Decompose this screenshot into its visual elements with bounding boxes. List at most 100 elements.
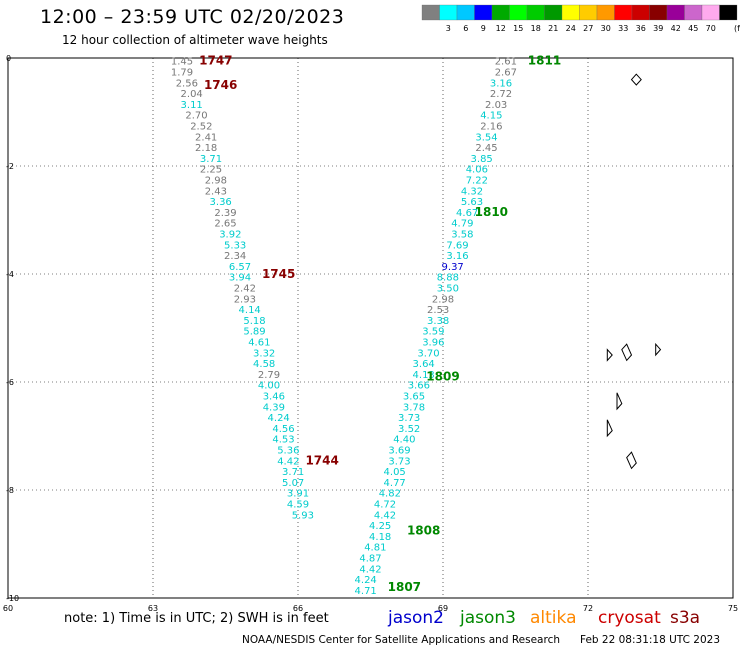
grid-lines <box>8 58 733 598</box>
swh-value: 4.13 <box>413 370 435 381</box>
swh-value: 3.73 <box>398 413 420 424</box>
swh-value: 4.06 <box>466 165 488 176</box>
legend-bin-label: 30 <box>601 24 611 33</box>
legend-bin-label: 33 <box>618 24 628 33</box>
swh-value: 3.11 <box>181 100 203 111</box>
swh-value: 2.04 <box>181 89 203 100</box>
y-tick-label: -8 <box>6 486 14 495</box>
swh-value: 5.07 <box>282 478 304 489</box>
swh-value: 2.43 <box>205 186 227 197</box>
swh-value: 3.58 <box>451 230 473 241</box>
swh-value: 5.63 <box>461 197 483 208</box>
swh-value: 4.24 <box>355 575 377 586</box>
swh-value: 2.98 <box>205 176 227 187</box>
legend-bin-label: 12 <box>496 24 506 33</box>
land-outlines <box>606 73 662 470</box>
swh-value: 2.16 <box>480 122 502 133</box>
swh-value: 5.36 <box>277 446 299 457</box>
island-outline <box>626 451 637 470</box>
swh-value: 3.78 <box>403 402 425 413</box>
legend-swatch <box>684 4 703 21</box>
pass-time-label: 1747 <box>199 54 232 68</box>
legend-swatch <box>631 4 650 21</box>
swh-value: 4.14 <box>239 305 261 316</box>
legend-bin-label: 27 <box>583 24 593 33</box>
swh-value: 4.00 <box>258 381 280 392</box>
page-subtitle: 12 hour collection of altimeter wave hei… <box>62 33 328 47</box>
x-tick-label: 75 <box>728 604 738 613</box>
swh-value: 4.82 <box>379 489 401 500</box>
swh-value: 3.66 <box>408 381 430 392</box>
swh-value: 2.52 <box>190 122 212 133</box>
swh-value: 4.61 <box>248 338 270 349</box>
swh-value: 4.15 <box>480 111 502 122</box>
swh-value: 4.87 <box>359 554 381 565</box>
legend-swatch <box>544 4 563 21</box>
island-outline <box>606 419 613 438</box>
x-tick-label: 63 <box>148 604 158 613</box>
swh-value: 5.93 <box>292 510 314 521</box>
swh-value: 4.42 <box>359 564 381 575</box>
swh-value: 2.34 <box>224 251 246 262</box>
track-jason3: 2.612.673.162.722.034.152.163.542.453.85… <box>355 54 562 597</box>
sat-label-jason2: jason2 <box>388 608 444 628</box>
pass-time-label: 1744 <box>305 453 338 467</box>
y-tick-label: -2 <box>6 162 14 171</box>
pass-time-label: 1811 <box>528 54 561 68</box>
page-title: 12:00 – 23:59 UTC 02/20/2023 <box>40 6 345 28</box>
pass-time-label: 1746 <box>204 78 237 92</box>
swh-value: 3.16 <box>490 78 512 89</box>
axis-ticks: 60 63 66 69 72 75 0 -2 -4 -6 -8 -10 <box>3 54 738 613</box>
legend-swatch <box>439 4 458 21</box>
swh-value: 4.25 <box>369 521 391 532</box>
legend-swatch <box>614 4 633 21</box>
swh-value: 3.85 <box>471 154 493 165</box>
swh-value: 9.37 <box>442 262 464 273</box>
swh-value: 3.16 <box>446 251 468 262</box>
swh-value: 3.54 <box>475 132 497 143</box>
swh-value: 3.59 <box>422 327 444 338</box>
legend-swatch <box>526 4 545 21</box>
swh-value: 4.81 <box>364 543 386 554</box>
swh-value: 3.38 <box>427 316 449 327</box>
swh-value: 4.42 <box>277 456 299 467</box>
legend-bin-label: 42 <box>671 24 681 33</box>
swh-value: 3.71 <box>200 154 222 165</box>
swh-value: 2.53 <box>427 305 449 316</box>
swh-value: 3.52 <box>398 424 420 435</box>
legend-bin-label: 6 <box>463 24 468 33</box>
pass-time-label: 1807 <box>388 580 421 594</box>
swh-value: 2.70 <box>185 111 207 122</box>
swh-value: 4.59 <box>287 500 309 511</box>
swh-value: 2.56 <box>176 78 198 89</box>
swh-value: 8.88 <box>437 273 459 284</box>
swh-value: 2.45 <box>475 143 497 154</box>
sat-label-jason3: jason3 <box>460 608 516 628</box>
legend-bin-label: 45 <box>688 24 698 33</box>
legend-bin-label: 3 <box>446 24 451 33</box>
swh-value: 2.25 <box>200 165 222 176</box>
island-outline <box>655 342 662 357</box>
swh-value: 4.58 <box>253 359 275 370</box>
swh-value: 4.32 <box>461 186 483 197</box>
swh-value: 5.18 <box>243 316 265 327</box>
footer-note: note: 1) Time is in UTC; 2) SWH is in fe… <box>64 611 329 626</box>
sat-label-altika: altika <box>530 608 577 628</box>
swh-value: 2.72 <box>490 89 512 100</box>
swh-value: 2.79 <box>258 370 280 381</box>
swh-value: 4.05 <box>384 467 406 478</box>
track-s3a: 1.451.792.562.043.112.702.522.412.183.71… <box>171 54 339 522</box>
swh-value: 2.18 <box>195 143 217 154</box>
pass-time-label: 1809 <box>426 370 459 384</box>
swh-value: 2.42 <box>234 284 256 295</box>
swh-value: 2.41 <box>195 132 217 143</box>
swh-value: 3.94 <box>229 273 251 284</box>
swh-value: 3.36 <box>210 197 232 208</box>
swh-value: 2.65 <box>214 219 236 230</box>
legend-bin-label: 24 <box>566 24 576 33</box>
swh-value: 3.65 <box>403 392 425 403</box>
legend-bin-label: 39 <box>653 24 663 33</box>
legend-swatch <box>474 4 493 21</box>
swh-value: 2.98 <box>432 294 454 305</box>
